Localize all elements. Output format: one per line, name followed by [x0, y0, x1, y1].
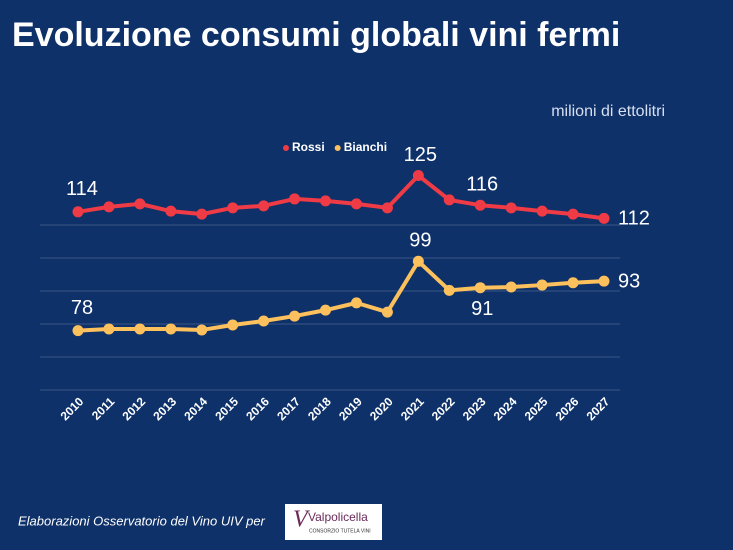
data-label: 112	[618, 208, 650, 230]
data-point	[567, 208, 579, 220]
data-point	[289, 193, 301, 205]
data-point	[165, 323, 177, 335]
logo-name: Valpolicella	[308, 510, 368, 524]
data-point	[258, 315, 270, 327]
data-label: 91	[471, 298, 493, 320]
unit-label: milioni di ettolitri	[551, 103, 665, 120]
logo-mark: V	[293, 507, 310, 533]
data-point	[227, 202, 239, 214]
data-label: 125	[404, 144, 437, 166]
data-point	[103, 201, 115, 213]
data-point	[412, 170, 424, 181]
legend-marker	[334, 145, 341, 151]
data-point	[505, 281, 517, 293]
data-label: 114	[66, 178, 98, 200]
data-label: 78	[71, 297, 93, 319]
data-point	[134, 198, 146, 210]
data-point	[598, 275, 610, 287]
data-point	[443, 284, 455, 296]
data-point	[350, 198, 362, 210]
legend-label: Bianchi	[344, 140, 387, 154]
legend-label: Rossi	[292, 140, 325, 154]
data-point	[165, 205, 177, 217]
logo-box	[285, 504, 382, 540]
data-point	[536, 279, 548, 291]
data-point	[103, 323, 115, 335]
data-label: 116	[466, 173, 498, 195]
data-label: 93	[618, 270, 640, 292]
legend-marker	[283, 145, 289, 151]
data-point	[72, 325, 84, 337]
data-point	[196, 208, 208, 220]
data-point	[567, 277, 579, 289]
data-point	[536, 205, 548, 217]
logo-subtitle: CONSORZIO TUTELA VINI	[309, 528, 371, 534]
data-point	[258, 200, 270, 212]
data-point	[350, 297, 362, 309]
data-point	[320, 304, 332, 316]
data-label: 99	[409, 230, 431, 252]
data-point	[474, 199, 486, 211]
data-point	[381, 202, 393, 214]
data-point	[381, 306, 393, 318]
data-point	[134, 323, 146, 335]
data-point	[196, 324, 208, 336]
data-point	[72, 206, 84, 218]
data-point	[320, 195, 332, 207]
data-point	[474, 282, 486, 294]
data-point	[227, 319, 239, 331]
footer-text: Elaborazioni Osservatorio del Vino UIV p…	[18, 513, 266, 528]
data-point	[598, 212, 610, 224]
data-point	[412, 255, 424, 267]
data-point	[289, 310, 301, 322]
data-point	[505, 202, 517, 214]
data-point	[443, 194, 455, 206]
chart-title: Evoluzione consumi globali vini fermi	[12, 16, 620, 54]
